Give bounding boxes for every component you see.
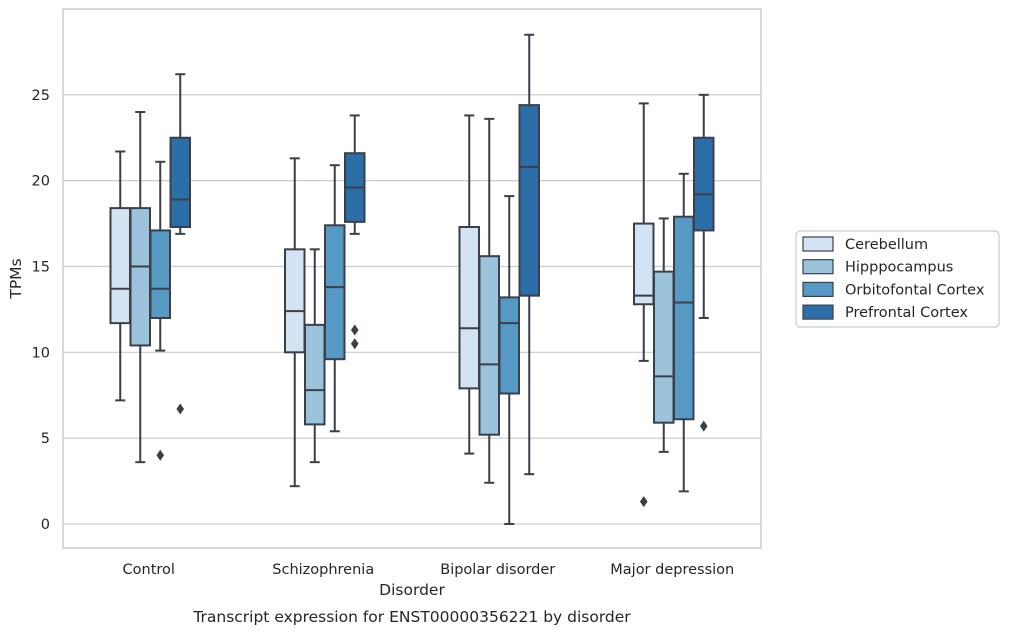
box-2-0 bbox=[458, 114, 480, 455]
outlier-point bbox=[639, 496, 648, 508]
box-3-3 bbox=[693, 93, 715, 432]
chart-caption: Transcript expression for ENST0000035622… bbox=[192, 608, 631, 626]
box-2-2 bbox=[498, 195, 520, 525]
iqr-box bbox=[109, 207, 131, 325]
x-axis-label: Disorder bbox=[379, 581, 445, 599]
legend-swatch bbox=[802, 281, 834, 297]
outlier-point bbox=[176, 403, 185, 415]
iqr-box bbox=[129, 207, 151, 347]
y-tick-labels: 0 5 10 15 20 25 bbox=[32, 88, 50, 533]
iqr-box bbox=[324, 224, 346, 361]
box-3-1 bbox=[653, 217, 675, 453]
y-tick-label: 0 bbox=[41, 517, 50, 533]
legend: Cerebellum Hipppocampus Orbitofontal Corte… bbox=[795, 230, 1000, 328]
iqr-box bbox=[458, 226, 480, 390]
iqr-box bbox=[284, 248, 306, 354]
outlier-point bbox=[156, 449, 165, 461]
box-groups bbox=[109, 33, 715, 525]
box-1-1 bbox=[304, 248, 326, 464]
box-3-2 bbox=[673, 172, 695, 493]
iqr-box bbox=[653, 270, 675, 424]
box-2-1 bbox=[478, 117, 500, 484]
legend-label: Cerebellum bbox=[845, 237, 928, 253]
outlier-point bbox=[350, 324, 359, 336]
legend-swatch bbox=[802, 236, 834, 252]
x-tick-labels: Control Schizophrenia Bipolar disorder Majo… bbox=[123, 562, 735, 578]
iqr-box bbox=[478, 255, 500, 436]
iqr-box bbox=[169, 136, 191, 229]
box-0-2 bbox=[149, 160, 171, 461]
box-1-2 bbox=[324, 164, 346, 433]
box-3-0 bbox=[633, 102, 655, 508]
legend-swatch bbox=[802, 304, 834, 320]
iqr-box bbox=[149, 229, 171, 319]
legend-swatch bbox=[802, 259, 834, 275]
y-tick-label: 25 bbox=[32, 88, 50, 104]
iqr-box bbox=[498, 296, 520, 395]
outlier-point bbox=[350, 338, 359, 350]
legend-frame bbox=[795, 230, 1000, 328]
iqr-box bbox=[518, 104, 540, 297]
outlier-point bbox=[699, 420, 708, 432]
y-axis-label: TPMs bbox=[7, 258, 25, 299]
iqr-box bbox=[673, 215, 695, 421]
box-1-3 bbox=[344, 114, 366, 350]
legend-label: Hipppocampus bbox=[845, 260, 953, 276]
legend-label: Orbitofontal Cortex bbox=[845, 282, 985, 298]
box-0-1 bbox=[129, 110, 151, 464]
x-tick-label: Major depression bbox=[610, 562, 734, 578]
iqr-box bbox=[693, 136, 715, 232]
box-2-3 bbox=[518, 33, 540, 476]
plot-frame bbox=[62, 8, 762, 549]
box-0-3 bbox=[169, 73, 191, 415]
box-1-0 bbox=[284, 157, 306, 488]
y-tick-label: 10 bbox=[32, 345, 50, 361]
x-tick-label: Control bbox=[123, 562, 175, 578]
iqr-box bbox=[633, 222, 655, 306]
iqr-box bbox=[304, 323, 326, 426]
y-tick-label: 20 bbox=[32, 174, 50, 190]
x-tick-label: Bipolar disorder bbox=[440, 562, 555, 578]
box-0-0 bbox=[109, 150, 131, 402]
legend-label: Prefrontal Cortex bbox=[845, 305, 968, 321]
y-tick-label: 15 bbox=[32, 259, 50, 275]
x-tick-label: Schizophrenia bbox=[272, 562, 374, 578]
y-tick-label: 5 bbox=[41, 431, 50, 447]
